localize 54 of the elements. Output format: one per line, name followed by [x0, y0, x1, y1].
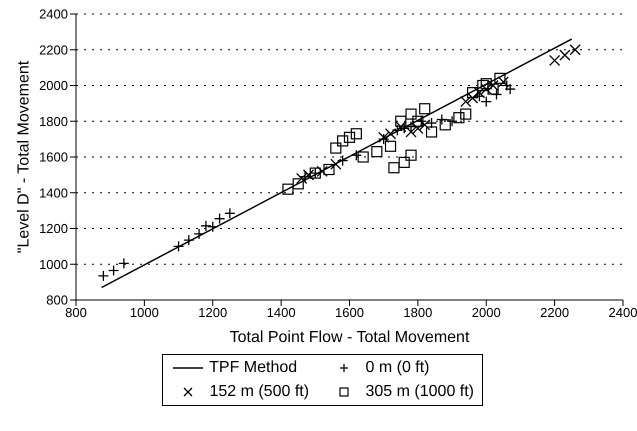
point: [477, 80, 488, 92]
legend-label: 0 m (0 ft): [364, 359, 431, 377]
point: [398, 156, 410, 168]
point: [466, 87, 478, 98]
point: [548, 54, 560, 66]
y-tick-label: 2400: [39, 6, 68, 22]
y-tick-label: 1600: [39, 150, 68, 165]
point: [419, 103, 430, 114]
y-axis-title: "Level D" - Total Movement: [16, 60, 33, 254]
point: [569, 44, 581, 56]
point: [384, 128, 396, 140]
y-tick-label: 1000: [39, 256, 68, 272]
point: [388, 162, 400, 174]
x-tick-label: 2000: [472, 305, 501, 320]
point: [460, 108, 472, 120]
x-tick-label: 1600: [335, 305, 364, 320]
point: [282, 184, 294, 195]
x-axis-title: Total Point Flow - Total Movement: [230, 329, 470, 346]
legend-label: 305 m (1000 ft): [364, 383, 474, 401]
point: [426, 126, 438, 138]
point: [440, 119, 451, 130]
point: [330, 142, 342, 154]
legend-label: 152 m (500 ft): [208, 383, 310, 401]
point: [487, 83, 499, 95]
point: [559, 49, 571, 61]
x-tick-label: 1000: [130, 305, 159, 320]
point: [395, 116, 406, 127]
point: [405, 108, 417, 120]
y-tick-label: 1200: [39, 221, 68, 236]
x-tick-label: 2200: [540, 305, 570, 320]
point: [384, 140, 396, 152]
y-tick-label: 800: [46, 292, 68, 308]
x-tick-label: 800: [65, 305, 87, 320]
legend-label: TPF Method: [208, 359, 298, 377]
point: [494, 72, 506, 84]
point: [337, 135, 348, 147]
x-tick-label: 2400: [608, 305, 637, 320]
point: [350, 128, 362, 140]
point: [453, 112, 464, 124]
y-tick-label: 2200: [39, 42, 68, 58]
point: [344, 132, 356, 143]
x-tick-label: 1800: [403, 305, 432, 320]
point: [323, 164, 335, 176]
y-tick-label: 1800: [39, 114, 68, 129]
point: [292, 178, 304, 190]
x-tick-label: 1400: [266, 305, 296, 320]
point: [480, 78, 492, 90]
x-tick-label: 1200: [198, 305, 228, 320]
point: [371, 146, 382, 158]
point: [405, 150, 417, 161]
point: [358, 151, 369, 163]
point: [460, 96, 472, 108]
y-tick-label: 1400: [39, 185, 68, 200]
y-tick-label: 2000: [39, 78, 68, 94]
